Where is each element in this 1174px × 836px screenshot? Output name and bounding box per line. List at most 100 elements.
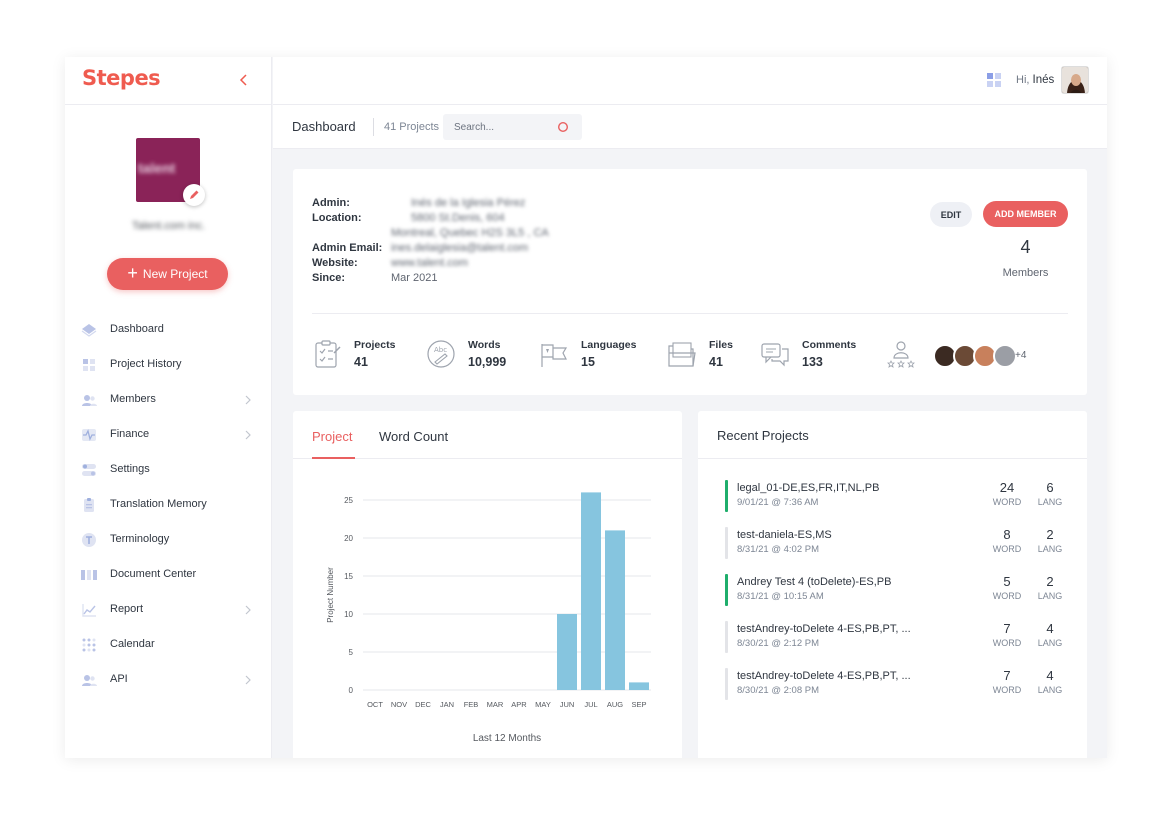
toggle-icon [82, 464, 96, 476]
stat-value: 41 [354, 355, 368, 369]
location-line1: 5800 St.Denis, 604 [411, 212, 505, 224]
stat-label: Projects [354, 339, 396, 351]
greeting-text: Hi, [1016, 74, 1030, 86]
new-project-label: New Project [142, 267, 208, 281]
list-item[interactable]: testAndrey-toDelete 4-ES,PB,PT, ... 8/30… [725, 621, 1065, 655]
search-icon[interactable] [557, 121, 569, 133]
pulse-icon [82, 429, 96, 441]
sidebar-item-members[interactable]: Members [65, 383, 272, 418]
projects-bar-chart: 0 5 10 15 20 25 OCT NOV DEC JAN FEB MAR APR MAY JUN JUL… [326, 492, 651, 744]
organization-logo-text: talent [138, 160, 176, 176]
website-value: www.talent.com [391, 257, 469, 269]
diamond-icon [81, 324, 97, 337]
project-name: legal_01-DE,ES,FR,IT,NL,PB [737, 482, 880, 494]
sidebar-item-report[interactable]: Report [65, 593, 272, 628]
chevron-right-icon [245, 430, 251, 440]
user-avatar[interactable] [1061, 66, 1089, 94]
edit-button[interactable]: EDIT [930, 202, 972, 227]
brand-logo[interactable]: Stepes [82, 66, 161, 90]
sidebar-item-terminology[interactable]: Terminology [65, 523, 272, 558]
sidebar-item-api[interactable]: API [65, 663, 272, 698]
divider [698, 458, 1087, 459]
list-item[interactable]: legal_01-DE,ES,FR,IT,NL,PB 9/01/21 @ 7:3… [725, 480, 1065, 514]
sidebar-item-finance[interactable]: Finance [65, 418, 272, 453]
sidebar-item-label: Terminology [110, 533, 170, 545]
sidebar-item-project-history[interactable]: Project History [65, 348, 272, 383]
word-count: 24 [999, 480, 1015, 495]
project-date: 8/31/21 @ 10:15 AM [737, 591, 824, 602]
lang-count: 4 [1046, 668, 1054, 683]
sidebar-item-calendar[interactable]: Calendar [65, 628, 272, 663]
user-name[interactable]: Inés [1032, 74, 1055, 86]
x-tick-label: AUG [607, 700, 623, 709]
word-unit: WORD [992, 591, 1022, 601]
sidebar-item-label: Calendar [110, 638, 155, 650]
x-tick-label: DEC [415, 700, 431, 709]
tab-project[interactable]: Project [312, 429, 353, 444]
organization-info-card: Admin: Inés de la Iglesia Pérez Location… [293, 169, 1087, 395]
location-label: Location: [312, 212, 362, 224]
website-row: Website: www.talent.com [312, 257, 468, 269]
stat-value: 41 [709, 355, 723, 369]
add-member-button[interactable]: ADD MEMBER [983, 201, 1068, 227]
sidebar-item-document-center[interactable]: Document Center [65, 558, 272, 593]
list-item[interactable]: Andrey Test 4 (toDelete)-ES,PB 8/31/21 @… [725, 574, 1065, 608]
lang-count: 2 [1046, 574, 1054, 589]
list-item[interactable]: test-daniela-ES,MS 8/31/21 @ 4:02 PM 8 W… [725, 527, 1065, 561]
divider [373, 118, 374, 136]
bar-jul [581, 492, 601, 690]
new-project-button[interactable]: + New Project [107, 258, 228, 290]
sidebar-item-label: Report [110, 603, 144, 615]
email-label: Admin Email: [312, 242, 383, 254]
sidebar-item-settings[interactable]: Settings [65, 453, 272, 488]
y-tick-label: 5 [349, 648, 354, 657]
project-name: test-daniela-ES,MS [737, 529, 832, 541]
list-item[interactable]: testAndrey-toDelete 4-ES,PB,PT, ... 8/30… [725, 668, 1065, 702]
since-row: Since: Mar 2021 [312, 272, 437, 284]
since-value: Mar 2021 [391, 272, 438, 284]
lang-unit: LANG [1037, 544, 1063, 554]
bar-sep [629, 682, 649, 690]
word-count: 8 [1003, 527, 1011, 542]
search-input[interactable] [443, 114, 553, 140]
lang-count: 6 [1046, 480, 1054, 495]
word-unit: WORD [992, 497, 1022, 507]
collapse-sidebar-icon[interactable] [237, 71, 251, 89]
user-group-icon [82, 675, 97, 686]
word-unit: WORD [992, 638, 1022, 648]
abc-pen-icon: Abc [427, 340, 455, 368]
sidebar-item-translation-memory[interactable]: Translation Memory [65, 488, 272, 523]
x-tick-label: MAY [535, 700, 551, 709]
columns-icon [81, 570, 97, 580]
status-bar [725, 527, 728, 559]
recent-projects-card: Recent Projects legal_01-DE,ES,FR,IT,NL,… [698, 411, 1087, 758]
sidebar-item-label: Translation Memory [110, 498, 207, 510]
y-tick-label: 10 [344, 610, 353, 619]
project-name: Andrey Test 4 (toDelete)-ES,PB [737, 576, 892, 588]
sidebar-item-label: Settings [110, 463, 150, 475]
status-bar [725, 668, 728, 700]
lang-unit: LANG [1037, 638, 1063, 648]
apps-grid-icon[interactable] [987, 73, 1001, 87]
edit-logo-button[interactable] [183, 184, 205, 206]
website-label: Website: [312, 257, 358, 269]
more-members-count[interactable]: +4 [1015, 350, 1027, 361]
member-avatar[interactable] [993, 344, 1017, 368]
sidebar-item-dashboard[interactable]: Dashboard [65, 313, 272, 348]
members-count: 4 [1020, 237, 1031, 257]
email-value: ines.delaiglesia@talent.com [391, 242, 529, 254]
since-label: Since: [312, 272, 346, 284]
x-tick-label: JUN [560, 700, 575, 709]
user-photo-icon [1062, 67, 1088, 93]
email-row: Admin Email: ines.delaiglesia@talent.com [312, 242, 528, 254]
clipboard-check-icon [315, 340, 341, 368]
lang-unit: LANG [1037, 497, 1063, 507]
tabs-divider [293, 458, 682, 459]
lang-count: 2 [1046, 527, 1054, 542]
tab-word-count[interactable]: Word Count [379, 429, 449, 444]
recent-projects-title: Recent Projects [717, 428, 809, 443]
x-tick-label: SEP [631, 700, 646, 709]
x-axis-label: Last 12 Months [473, 733, 541, 744]
svg-text:Abc: Abc [434, 346, 447, 354]
x-tick-label: JUL [584, 700, 597, 709]
